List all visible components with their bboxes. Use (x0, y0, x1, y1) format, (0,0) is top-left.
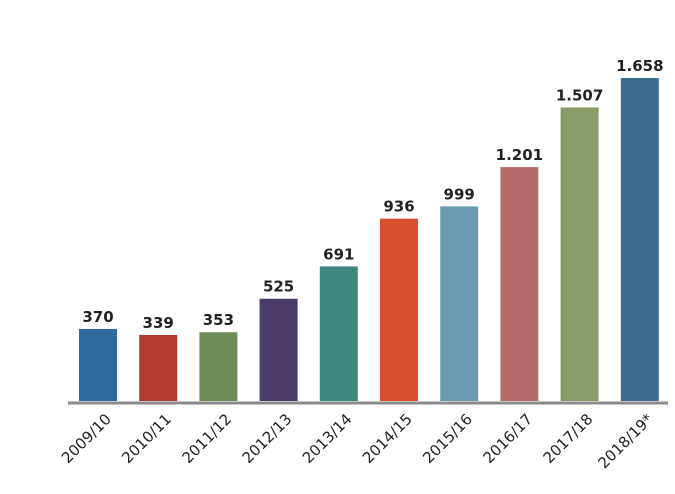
value-label: 1.201 (496, 146, 543, 164)
value-label: 999 (444, 185, 475, 203)
bar (560, 107, 599, 401)
value-label: 691 (323, 245, 354, 263)
x-tick-label: 2012/13 (239, 410, 296, 467)
x-tick-label: 2010/11 (118, 410, 175, 467)
x-tick-label: 2009/10 (58, 410, 115, 467)
value-label: 936 (383, 198, 414, 216)
x-tick-label: 2011/12 (178, 410, 235, 467)
value-label: 353 (203, 311, 234, 329)
value-label: 370 (82, 308, 113, 326)
bar (620, 78, 659, 401)
x-tick-label: 2016/17 (479, 410, 536, 467)
value-label: 339 (143, 314, 174, 332)
value-label: 1.658 (616, 57, 663, 75)
x-tick-label: 2017/18 (540, 410, 597, 467)
bar (259, 298, 298, 401)
value-label: 1.507 (556, 86, 603, 104)
value-label: 525 (263, 278, 294, 296)
bar (139, 334, 178, 401)
x-tick-label: 2018/19* (595, 410, 657, 472)
x-tick-label: 2015/16 (419, 410, 476, 467)
bar (440, 206, 479, 401)
bar (199, 332, 238, 401)
x-tick-label: 2014/15 (359, 410, 416, 467)
bar (380, 218, 418, 401)
bar (500, 167, 539, 401)
bar (319, 266, 358, 401)
bar (79, 328, 117, 401)
x-tick-label: 2013/14 (299, 410, 356, 467)
